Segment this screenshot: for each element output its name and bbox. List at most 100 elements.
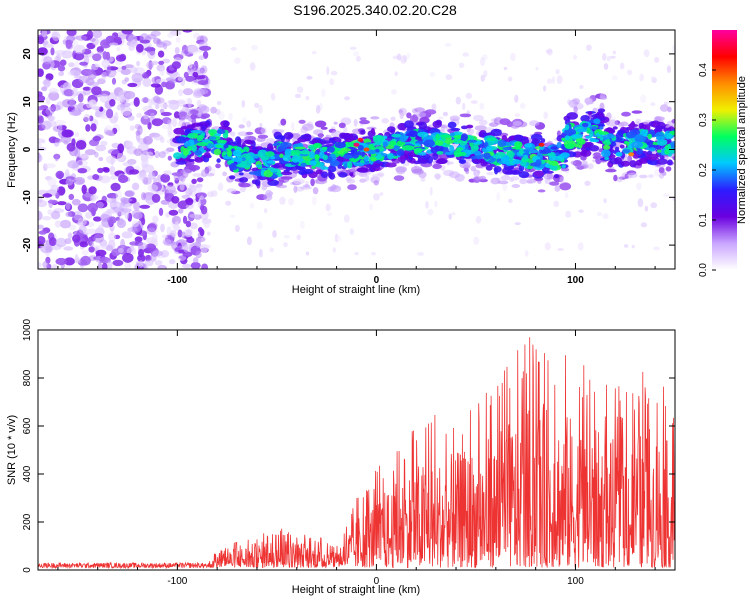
spectrogram-cell <box>177 76 183 82</box>
spectrogram-cell <box>241 157 246 162</box>
spectrogram-cell <box>314 154 320 160</box>
spectrogram-cell <box>195 250 202 259</box>
spectrogram-cell <box>183 71 189 79</box>
spectrogram-cell <box>66 30 77 37</box>
spectrogram-cell <box>107 148 120 155</box>
spectrogram-cell <box>99 175 111 184</box>
spectrogram-cell <box>89 37 96 42</box>
spectrogram-cell <box>302 123 314 131</box>
spectrogram-cell <box>42 261 48 269</box>
spectrogram-cell <box>134 212 143 220</box>
spectrogram-cell <box>65 202 71 210</box>
spectrogram-cell <box>338 122 346 129</box>
spectrogram-cell <box>435 133 441 141</box>
spectrogram-cell <box>87 81 100 87</box>
spectrogram-cell <box>231 157 243 163</box>
spectrogram-cell <box>77 203 89 213</box>
spectrogram-cell <box>147 34 157 40</box>
snr-panel: -100 0 100 0 200 400 600 800 1000 Height of str… <box>6 318 676 596</box>
spectrogram-cell <box>116 104 126 111</box>
spectrogram-cell <box>180 169 192 175</box>
spectrogram-cell <box>507 76 513 82</box>
spectrogram-cell <box>210 106 217 114</box>
spectrogram-cell <box>340 148 352 152</box>
spectrogram-cell <box>206 165 212 172</box>
spectrogram-cell <box>181 194 190 199</box>
spectrogram-cell <box>473 169 480 177</box>
spectrogram-cell <box>320 126 328 130</box>
spectrogram-cell <box>478 131 484 138</box>
spectrogram-cell <box>196 177 204 183</box>
spectrogram-cell <box>359 117 367 121</box>
spectrogram-cell <box>441 136 446 141</box>
spectrogram-cell <box>102 51 108 60</box>
spectrogram-cell <box>160 250 170 258</box>
spectrogram-cell <box>656 149 662 153</box>
spectrogram-cell <box>401 145 414 151</box>
spectrogram-cell <box>473 150 482 156</box>
spectrogram-cell <box>417 252 425 256</box>
spectrogram-cell <box>229 214 236 218</box>
spectrogram-cell <box>92 53 102 62</box>
spectrogram-cell <box>566 112 578 120</box>
spectrogram-cell <box>326 66 330 76</box>
spectrogram-cell <box>306 76 313 80</box>
spectrogram-cell <box>92 174 100 180</box>
spectrogram-cell <box>325 203 331 212</box>
spectrogram-cell <box>390 116 396 122</box>
spectrogram-cell <box>59 59 67 66</box>
spectrogram-cell <box>382 141 388 148</box>
spectrogram-cell <box>171 172 184 177</box>
spectrogram-cell <box>229 162 239 171</box>
spectrogram-cell <box>467 139 478 143</box>
spectrogram-cell <box>456 151 467 157</box>
spectrogram-cell <box>120 208 132 213</box>
spectrogram-cell <box>241 100 246 108</box>
spectrogram-cell <box>47 177 57 187</box>
spectrogram-cell <box>343 214 350 223</box>
spectrogram-cell <box>545 49 553 54</box>
spectrogram-cell <box>620 160 631 167</box>
spectrogram-cell <box>507 151 515 158</box>
spectrogram-cell <box>345 142 355 147</box>
spectrogram-cell <box>112 259 124 267</box>
spectrogram-cell <box>580 149 592 157</box>
spectrogram-cell <box>54 153 59 162</box>
spectrogram-cell <box>81 250 90 256</box>
spectrogram-cell <box>150 83 161 88</box>
colorbar-tick-label: 0.0 <box>698 263 709 277</box>
spectrogram-cell <box>171 215 181 225</box>
snr-series-line <box>38 337 675 570</box>
spectrogram-cell <box>305 180 309 185</box>
spectrogram-cell <box>654 116 665 121</box>
spectrogram-cell <box>619 62 625 70</box>
spectrogram-cell <box>627 172 638 179</box>
spectrogram-cell <box>57 201 67 206</box>
spectrogram-cell <box>313 142 322 149</box>
spectrogram-cell <box>519 178 528 185</box>
spectrogram-cell <box>650 202 658 209</box>
spectrogram-cell <box>444 43 452 47</box>
spectrogram-cell <box>490 177 501 185</box>
spectrogram-cell <box>95 249 107 257</box>
spectrogram-cell <box>207 231 211 236</box>
spectrogram-cell <box>65 211 72 217</box>
snr-x-tick-label: 0 <box>374 576 380 587</box>
spectrogram-cell <box>154 97 165 104</box>
spectrogram-cell <box>199 244 209 253</box>
spectrogram-cell <box>170 229 177 238</box>
spectrogram-cell <box>139 204 151 209</box>
spectrogram-cell <box>54 50 67 55</box>
snr-x-tick-label: -100 <box>167 576 187 587</box>
spectrogram-cell <box>597 108 606 113</box>
spectrogram-cell <box>612 126 618 130</box>
spectrogram-cell <box>367 143 375 150</box>
spectrogram-cell <box>192 257 199 264</box>
spectrogram-cell <box>161 234 168 239</box>
spectrogram-cell <box>160 111 172 117</box>
spectrogram-cell <box>79 241 89 248</box>
spectrogram-cell <box>189 109 199 115</box>
spectrogram-cell <box>222 171 228 177</box>
spectrogram-cell <box>585 135 591 139</box>
